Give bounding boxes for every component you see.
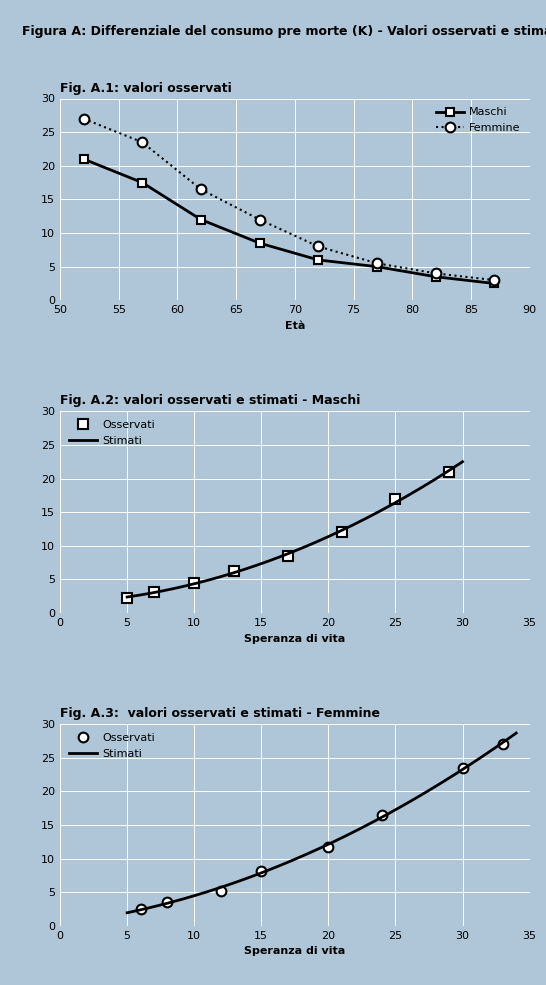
Stimati <box>513 727 519 739</box>
X-axis label: Speranza di vita: Speranza di vita <box>244 947 346 956</box>
Maschi <box>432 271 439 283</box>
Line: Maschi: Maschi <box>79 155 498 288</box>
Stimati <box>442 467 449 479</box>
Maschi <box>256 237 263 249</box>
Maschi <box>80 153 87 164</box>
Stimati <box>459 456 466 468</box>
Osservati <box>137 903 144 915</box>
Line: Stimati: Stimati <box>127 462 462 597</box>
Osservati <box>218 885 224 896</box>
Osservati <box>500 739 506 751</box>
Line: Osservati: Osservati <box>136 740 508 914</box>
Osservati <box>339 526 345 538</box>
Line: Stimati: Stimati <box>127 733 516 913</box>
Stimati <box>196 888 203 900</box>
Text: Fig. A.1: valori osservati: Fig. A.1: valori osservati <box>60 82 232 95</box>
Osservati <box>446 466 453 478</box>
Stimati <box>213 572 219 584</box>
Line: Femmine: Femmine <box>79 114 499 285</box>
Stimati <box>124 591 130 603</box>
Osservati <box>151 586 157 598</box>
Line: Osservati: Osservati <box>122 467 454 603</box>
Femmine <box>198 183 204 195</box>
Text: Figura A: Differenziale del consumo pre morte (K) - Valori osservati e stimati: Figura A: Differenziale del consumo pre … <box>22 25 546 37</box>
X-axis label: Speranza di vita: Speranza di vita <box>244 633 346 643</box>
Stimati <box>124 907 130 919</box>
Stimati <box>138 589 144 601</box>
Maschi <box>491 278 498 290</box>
Legend: Maschi, Femmine: Maschi, Femmine <box>432 104 524 136</box>
Stimati <box>144 588 151 600</box>
Maschi <box>198 214 204 226</box>
Osservati <box>459 762 466 774</box>
Femmine <box>491 274 498 286</box>
Femmine <box>373 257 380 269</box>
Osservati <box>392 492 399 504</box>
Osservati <box>325 840 331 852</box>
Legend: Osservati, Stimati: Osservati, Stimati <box>66 417 158 449</box>
Stimati <box>494 741 500 753</box>
Stimati <box>140 903 146 915</box>
Stimati <box>147 901 154 913</box>
Maschi <box>139 176 145 188</box>
Stimati <box>186 579 193 591</box>
Osservati <box>285 550 292 561</box>
Femmine <box>80 112 87 124</box>
Osservati <box>191 577 198 589</box>
Legend: Osservati, Stimati: Osservati, Stimati <box>66 730 158 761</box>
Osservati <box>258 865 265 877</box>
Stimati <box>431 474 437 486</box>
Osservati <box>231 565 238 577</box>
Femmine <box>432 268 439 280</box>
X-axis label: Età: Età <box>284 321 305 331</box>
Stimati <box>228 878 234 889</box>
Femmine <box>256 214 263 226</box>
Femmine <box>139 136 145 148</box>
Femmine <box>315 240 322 252</box>
Text: Fig. A.2: valori osservati e stimati - Maschi: Fig. A.2: valori osservati e stimati - M… <box>60 394 360 408</box>
Maschi <box>373 261 380 273</box>
Text: Fig. A.3:  valori osservati e stimati - Femmine: Fig. A.3: valori osservati e stimati - F… <box>60 707 380 720</box>
Osservati <box>164 896 171 908</box>
Maschi <box>315 254 322 266</box>
Osservati <box>379 809 385 821</box>
Osservati <box>124 592 130 604</box>
Stimati <box>480 751 486 762</box>
